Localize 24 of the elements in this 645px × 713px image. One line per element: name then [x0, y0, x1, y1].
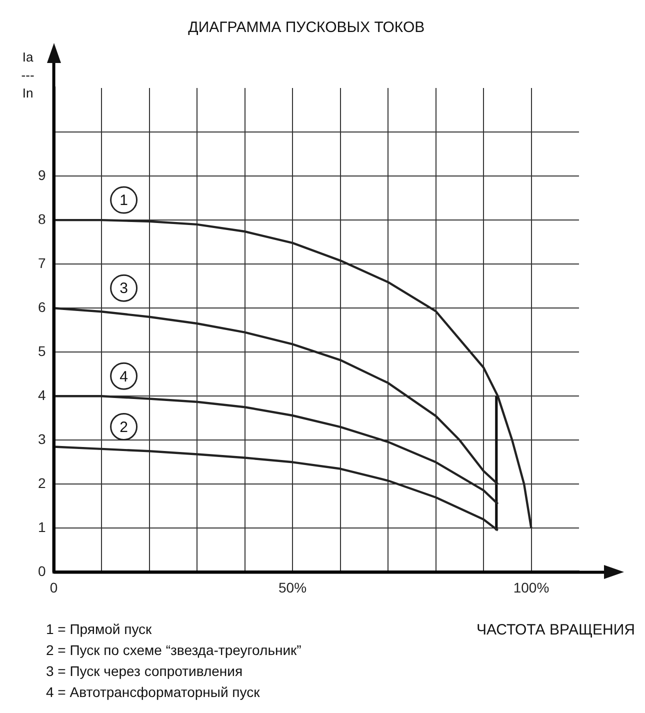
y-axis-title: Ia --- In [21, 50, 34, 101]
x-tick-label: 0 [50, 579, 58, 596]
x-tick-label: 50% [278, 579, 307, 596]
y-tick-label: 3 [38, 431, 46, 448]
y-tick-label: 8 [38, 210, 46, 227]
text: 2 = Пуск по схеме “звезда-треугольник” [46, 642, 302, 658]
text: 3 = Пуск через сопротивления [46, 663, 243, 680]
series-label: 2 [120, 418, 128, 436]
text: 1 = Прямой пуск [46, 621, 153, 638]
y-tick-label: 9 [38, 166, 46, 183]
chart-title: ДИАГРАММА ПУСКОВЫХ ТОКОВ [188, 19, 425, 36]
series-label: 4 [120, 368, 128, 386]
y-tick-label: 4 [38, 386, 46, 403]
x-tick-label: 100% [513, 579, 550, 596]
y-tick-label: 2 [38, 475, 46, 492]
series-label: 3 [120, 280, 128, 298]
x-axis-title: ЧАСТОТА ВРАЩЕНИЯ [476, 621, 635, 638]
y-tick-label: 1 [38, 519, 46, 536]
series-label: 1 [120, 192, 128, 210]
text: 4 = Автотрансформаторный пуск [46, 684, 261, 700]
y-tick-label: 6 [38, 298, 46, 315]
y-tick-label: 7 [38, 254, 46, 271]
y-tick-label: 0 [38, 563, 46, 580]
y-tick-label: 5 [38, 342, 46, 359]
